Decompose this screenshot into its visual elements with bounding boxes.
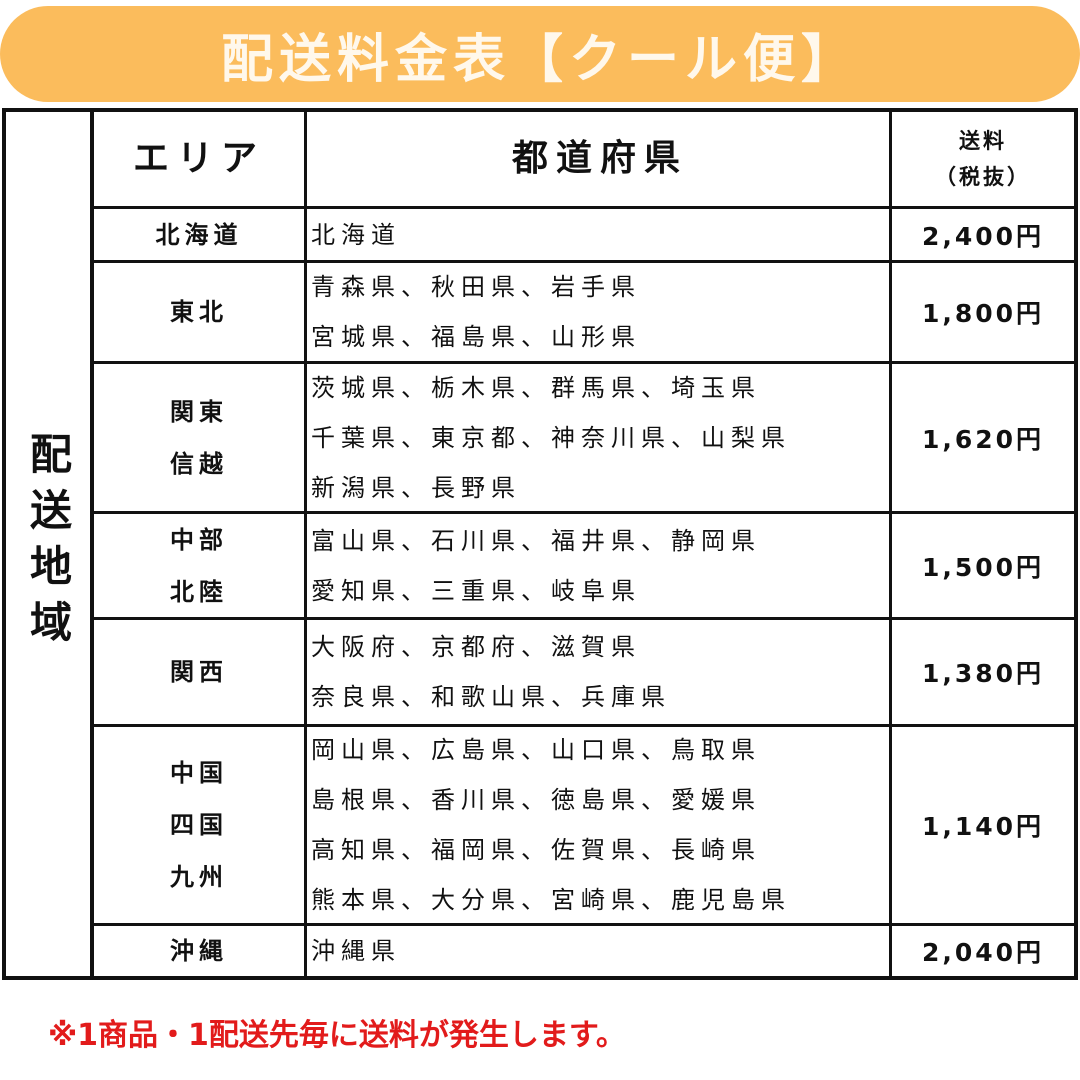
fee-amount: 1,800円 — [921, 299, 1045, 328]
shipping-note: ※1商品・1配送先毎に送料が発生します。 — [48, 1018, 626, 1053]
fee-cell: 2,400円 — [892, 209, 1074, 263]
header-fee-label: 送料 — [959, 129, 1007, 153]
fee-cell: 1,800円 — [892, 263, 1074, 364]
fee-amount: 1,620円 — [921, 424, 1045, 454]
prefectures-cell: 富山県、石川県、福井県、静岡県 愛知県、三重県、岐阜県 — [307, 514, 892, 620]
prefecture-line: 大阪府、京都府、滋賀県 — [311, 633, 641, 661]
fee-amount: 1,380円 — [921, 659, 1045, 688]
page-title: 配送料金表【クール便】 — [220, 29, 859, 90]
area-cell: 東北 — [94, 263, 307, 364]
fee-amount: 2,040円 — [921, 938, 1045, 967]
fee-amount: 1,500円 — [921, 552, 1045, 582]
prefecture-line: 茨城県、栃木県、群馬県、埼玉県 — [311, 373, 761, 402]
prefectures-cell: 北海道 — [307, 209, 892, 263]
prefecture-line: 宮城県、福島県、山形県 — [311, 323, 641, 351]
prefecture-line: 沖縄県 — [311, 937, 401, 965]
area-name: 中部 北陸 — [170, 525, 228, 606]
prefecture-line: 愛知県、三重県、岐阜県 — [311, 576, 641, 605]
prefecture-line: 富山県、石川県、福井県、静岡県 — [311, 526, 761, 555]
region-label: 配送地域 — [23, 432, 73, 656]
area-name: 沖縄 — [170, 937, 228, 965]
prefecture-line: 高知県、福岡県、佐賀県、長崎県 — [311, 836, 761, 864]
area-cell: 中国 四国 九州 — [94, 727, 307, 926]
fee-amount: 1,140円 — [921, 812, 1045, 841]
area-cell: 関西 — [94, 620, 307, 727]
prefectures-cell: 青森県、秋田県、岩手県 宮城県、福島県、山形県 — [307, 263, 892, 364]
area-name: 北海道 — [155, 220, 243, 249]
fee-amount: 2,400円 — [921, 221, 1045, 251]
prefecture-line: 青森県、秋田県、岩手県 — [311, 273, 641, 301]
title-banner: 配送料金表【クール便】 — [0, 6, 1080, 102]
prefectures-cell: 沖縄県 — [307, 926, 892, 976]
fee-cell: 2,040円 — [892, 926, 1074, 976]
fee-cell: 1,140円 — [892, 727, 1074, 926]
area-name: 関西 — [170, 658, 228, 686]
prefectures-cell: 茨城県、栃木県、群馬県、埼玉県千葉県、東京都、神奈川県、山梨県 新潟県、長野県 — [307, 364, 892, 514]
area-cell: 中部 北陸 — [94, 514, 307, 620]
fee-cell: 1,620円 — [892, 364, 1074, 514]
prefecture-line: 島根県、香川県、徳島県、愛媛県 — [311, 786, 761, 814]
header-fee-tax-note: （税抜） — [935, 165, 1031, 189]
header-prefectures: 都道府県 — [307, 112, 892, 209]
prefecture-line: 奈良県、和歌山県、兵庫県 — [311, 683, 671, 711]
prefecture-line: 熊本県、大分県、宮崎県、鹿児島県 — [311, 886, 791, 914]
prefectures-cell: 岡山県、広島県、山口県、鳥取県 島根県、香川県、徳島県、愛媛県 高知県、福岡県、佐賀… — [307, 727, 892, 926]
header-area: エリア — [94, 112, 307, 209]
shipping-fee-table: 配送地域 エリア 都道府県 送料 （税抜） 北海道 北海道 2,400円東北 青森県、… — [2, 108, 1078, 980]
area-cell: 沖縄 — [94, 926, 307, 976]
region-label-cell: 配送地域 — [6, 112, 94, 976]
prefecture-line: 新潟県、長野県 — [311, 473, 521, 502]
fee-cell: 1,500円 — [892, 514, 1074, 620]
prefecture-line: 北海道 — [311, 220, 401, 249]
area-cell: 関東 信越 — [94, 364, 307, 514]
header-fee: 送料 （税抜） — [892, 112, 1074, 209]
fee-cell: 1,380円 — [892, 620, 1074, 727]
prefecture-line: 千葉県、東京都、神奈川県、山梨県 — [311, 423, 791, 452]
prefectures-cell: 大阪府、京都府、滋賀県奈良県、和歌山県、兵庫県 — [307, 620, 892, 727]
prefecture-line: 岡山県、広島県、山口県、鳥取県 — [311, 736, 761, 764]
area-cell: 北海道 — [94, 209, 307, 263]
area-name: 関東 信越 — [170, 397, 228, 478]
area-name: 中国 四国 九州 — [170, 759, 228, 891]
area-name: 東北 — [170, 298, 228, 326]
